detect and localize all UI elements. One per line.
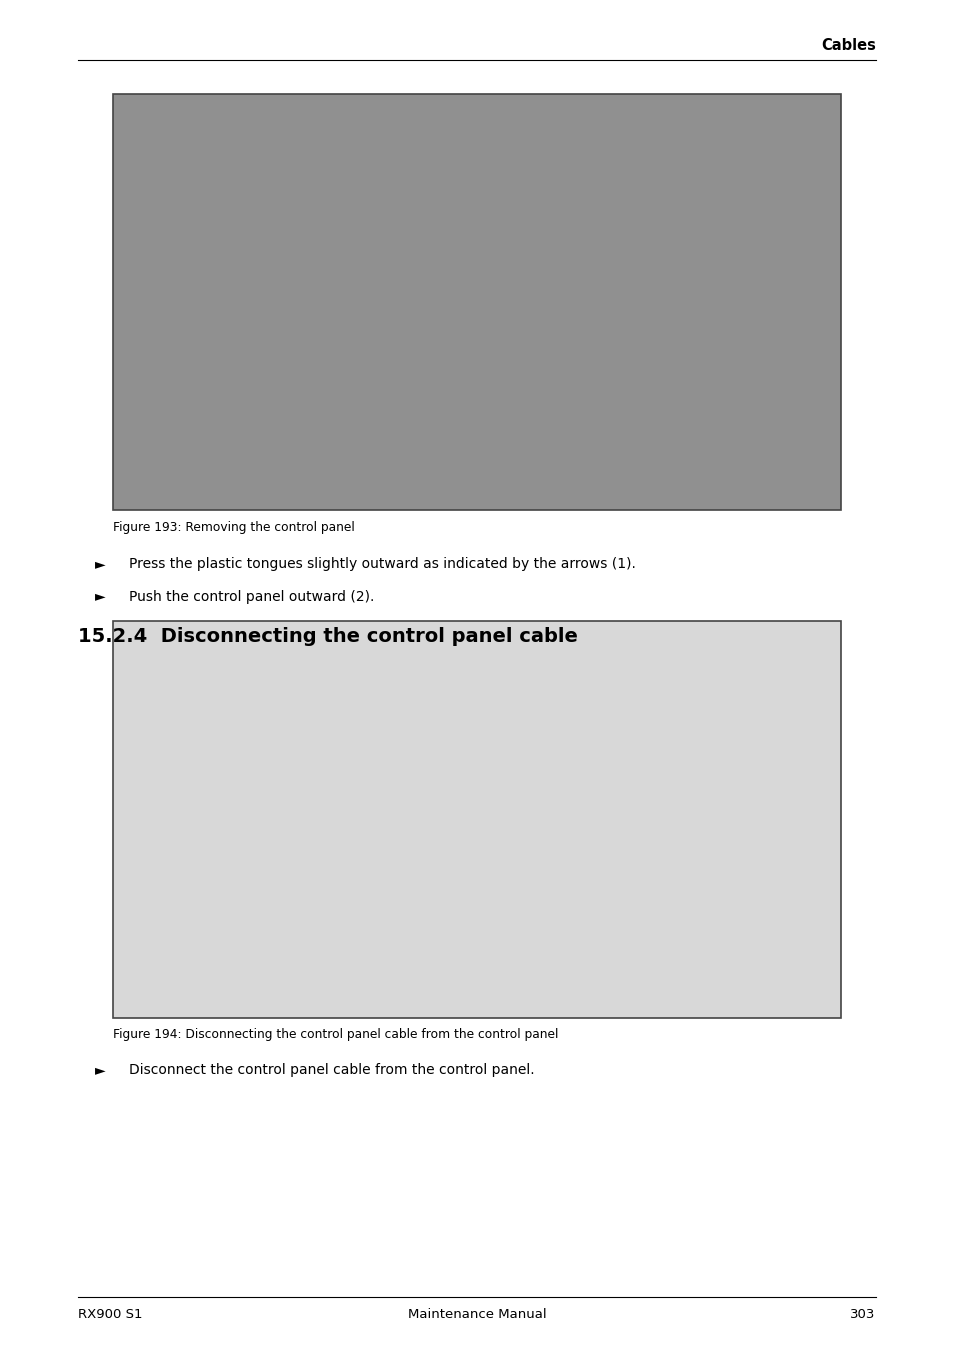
Text: 15.2.4  Disconnecting the control panel cable: 15.2.4 Disconnecting the control panel c… — [78, 627, 578, 646]
Text: Figure 194: Disconnecting the control panel cable from the control panel: Figure 194: Disconnecting the control pa… — [112, 1028, 558, 1041]
Text: Cables: Cables — [820, 38, 875, 53]
Text: Maintenance Manual: Maintenance Manual — [407, 1309, 546, 1321]
Text: Push the control panel outward (2).: Push the control panel outward (2). — [129, 590, 374, 603]
Text: Press the plastic tongues slightly outward as indicated by the arrows (1).: Press the plastic tongues slightly outwa… — [129, 557, 635, 571]
Bar — [112, 94, 841, 510]
Bar — [112, 621, 841, 1018]
Text: RX900 S1: RX900 S1 — [78, 1309, 143, 1321]
Text: ►: ► — [95, 590, 106, 603]
Text: 303: 303 — [849, 1309, 875, 1321]
Text: Figure 193: Removing the control panel: Figure 193: Removing the control panel — [112, 521, 354, 534]
Text: ►: ► — [95, 1063, 106, 1077]
Text: ►: ► — [95, 557, 106, 571]
Text: Disconnect the control panel cable from the control panel.: Disconnect the control panel cable from … — [129, 1063, 534, 1077]
